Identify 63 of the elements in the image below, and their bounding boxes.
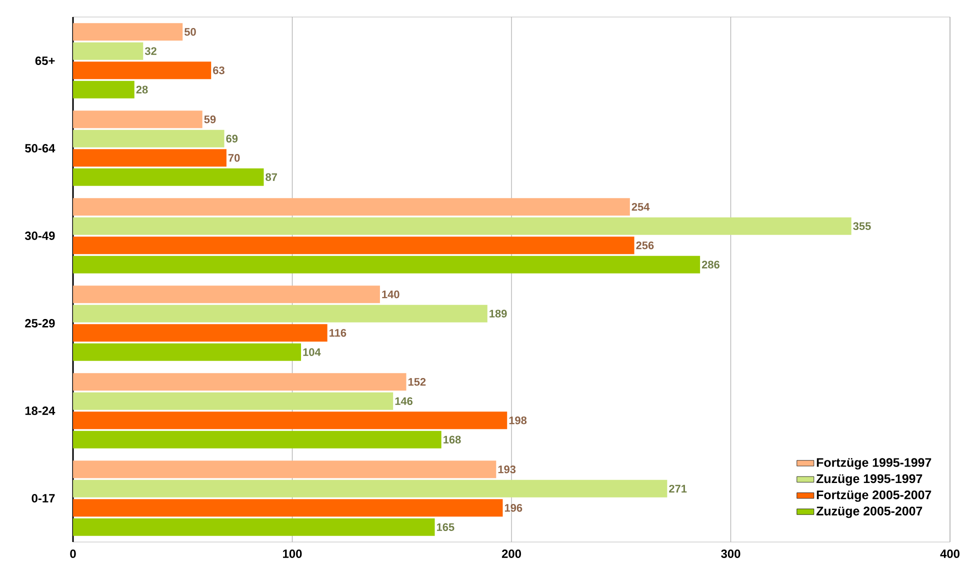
bar [73,198,630,216]
data-label: 63 [213,66,224,74]
data-label: 69 [226,134,238,143]
data-label: 189 [490,310,507,318]
data-label: 271 [669,484,687,492]
bar [73,324,328,342]
data-label: 168 [444,436,461,444]
bar [73,412,508,430]
bar [73,430,442,448]
bar [73,373,406,391]
legend-label: Fortzüge 1995-1997 [816,458,932,470]
bar [73,343,302,361]
data-label: 165 [436,523,454,532]
y-tick-label: 0-17 [32,494,55,502]
bar [73,62,212,80]
data-label: 28 [136,86,148,94]
y-tick-label: 65+ [35,56,55,65]
data-label: 286 [702,260,720,269]
data-label: 146 [395,397,413,406]
x-tick-label: 100 [283,550,302,558]
data-label: 193 [498,466,516,474]
data-label: 256 [636,242,654,250]
data-label: 140 [382,290,400,298]
data-label: 32 [144,47,156,56]
bar [73,236,634,254]
x-tick-label: 300 [721,550,740,558]
legend-label: Zuzüge 1995-1997 [816,474,922,486]
data-label: 59 [204,116,216,124]
x-tick-label: 200 [502,550,521,558]
bar [73,23,183,41]
data-label: 70 [228,154,240,162]
data-label: 198 [509,416,527,424]
bar [73,392,394,410]
bar [73,518,435,536]
bar [73,149,226,167]
bar [73,80,134,98]
data-label: 254 [632,203,650,211]
bar [73,217,852,235]
data-label: 196 [504,504,522,512]
y-tick-label: 25-29 [25,319,55,328]
bar [73,460,496,478]
x-tick-label: 0 [70,550,76,558]
bar [73,130,224,148]
data-label: 50 [184,28,196,36]
bar [73,499,503,517]
y-tick-label: 18-24 [25,406,56,415]
bar [73,480,668,498]
bar [73,286,380,304]
data-label: 116 [330,329,346,337]
bar [73,304,488,322]
legend-label: Zuzüge 2005-2007 [816,506,922,518]
x-tick-label: 400 [940,550,960,558]
data-label: 152 [408,378,426,386]
y-tick-label: 50-64 [25,144,56,152]
bar [73,168,264,186]
data-label: 87 [266,173,277,182]
bar [73,256,700,274]
data-label: 355 [853,222,871,230]
legend-label: Fortzüge 2005-2007 [816,490,932,502]
bar [73,110,202,128]
data-label: 104 [303,348,321,356]
bar [73,42,144,60]
y-tick-label: 30-49 [24,232,55,240]
